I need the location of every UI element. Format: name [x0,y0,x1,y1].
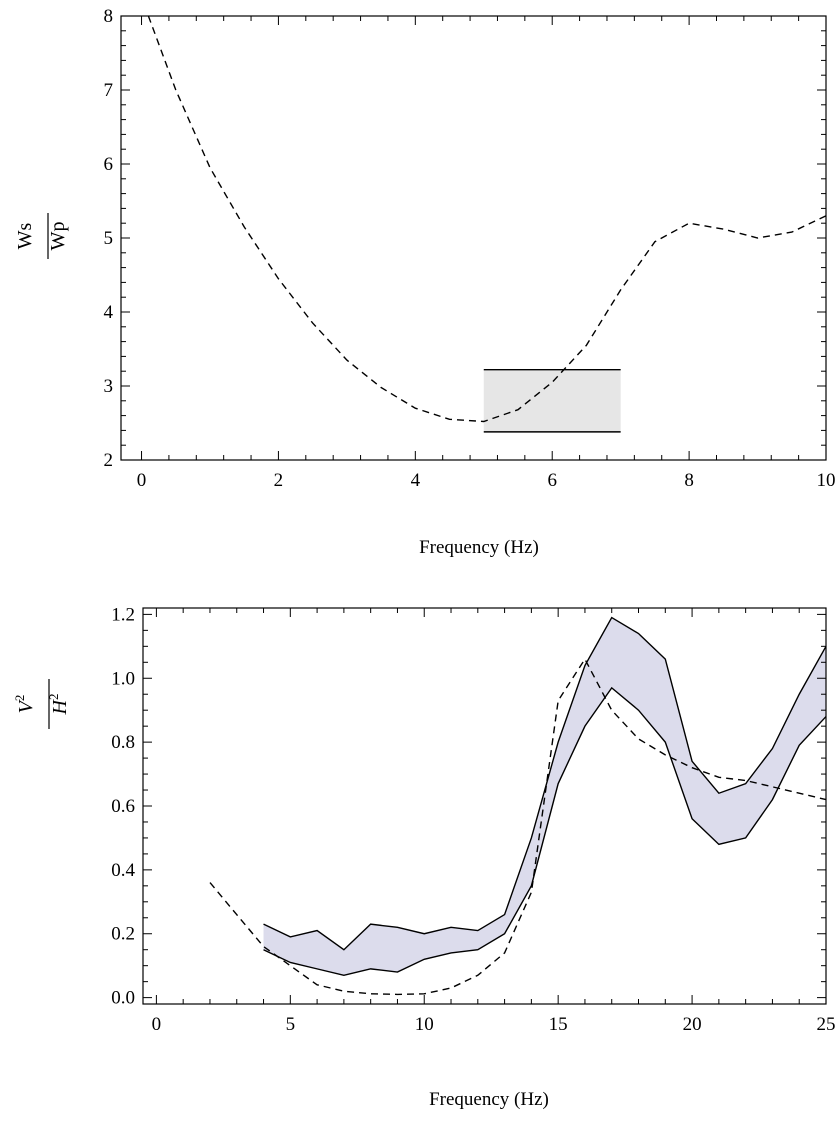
x-tick-label: 10 [415,1014,434,1035]
x-tick-label: 15 [549,1014,568,1035]
chart-top: Ws Wp Frequency (Hz) 0 2 4 6 8 10 2 3 4 5 6 7 8 [14,6,836,558]
y-tick-label: 0.6 [111,796,135,817]
y-tick-label: 7 [104,80,114,101]
y-axis-label-fraction: V2 H2 [12,679,71,729]
y-tick-label: 8 [104,6,114,27]
y-tick-label: 3 [104,376,114,397]
y-tick-label: 0.2 [111,924,135,945]
x-tick-label: 0 [152,1014,162,1035]
x-tick-label: 2 [274,470,284,491]
x-tick-label: 5 [286,1014,296,1035]
y-tick-label: 0.0 [111,988,135,1009]
y-tick-label: 1.2 [111,604,135,625]
x-tick-label: 25 [817,1014,836,1035]
x-axis-title: Frequency (Hz) [419,537,539,558]
x-tick-label: 6 [547,470,557,491]
y-axis-label-numerator-exponent: 2 [12,695,27,702]
range-band [483,369,621,432]
y-tick-label: 2 [104,450,114,471]
y-tick-label: 0.8 [111,732,135,753]
y-tick-label: 1.0 [111,668,135,689]
chart-bottom: V2 H2 Frequency (Hz) 0 5 10 15 20 250.00.20.4… [12,604,836,1110]
x-tick-label: 20 [683,1014,702,1035]
y-axis-label-numerator-base: V [15,698,37,713]
x-tick-label: 10 [817,470,836,491]
plot-frame [120,15,827,461]
y-axis-label-denominator: Wp [47,222,69,251]
y-axis-label-numerator: V2 [12,695,37,714]
x-tick-label: 0 [137,470,147,491]
x-axis-title: Frequency (Hz) [429,1089,549,1110]
x-tick-label: 4 [411,470,421,491]
y-tick-label: 0.4 [111,860,135,881]
y-axis-label-numerator: Ws [14,222,36,249]
series-line-0 [147,15,827,423]
band-upper-line [263,616,827,951]
y-axis-label-denominator-base: H [49,698,71,715]
band-lower-line [263,686,827,976]
y-axis-label-denominator: H2 [46,694,71,716]
confidence-band [263,617,826,976]
x-tick-label: 8 [684,470,694,491]
y-axis-label-fraction: Ws Wp [14,213,69,259]
y-tick-label: 6 [104,154,114,175]
y-tick-label: 5 [104,228,114,249]
y-tick-label: 4 [104,302,114,323]
y-axis-label-denominator-exponent: 2 [46,694,61,701]
